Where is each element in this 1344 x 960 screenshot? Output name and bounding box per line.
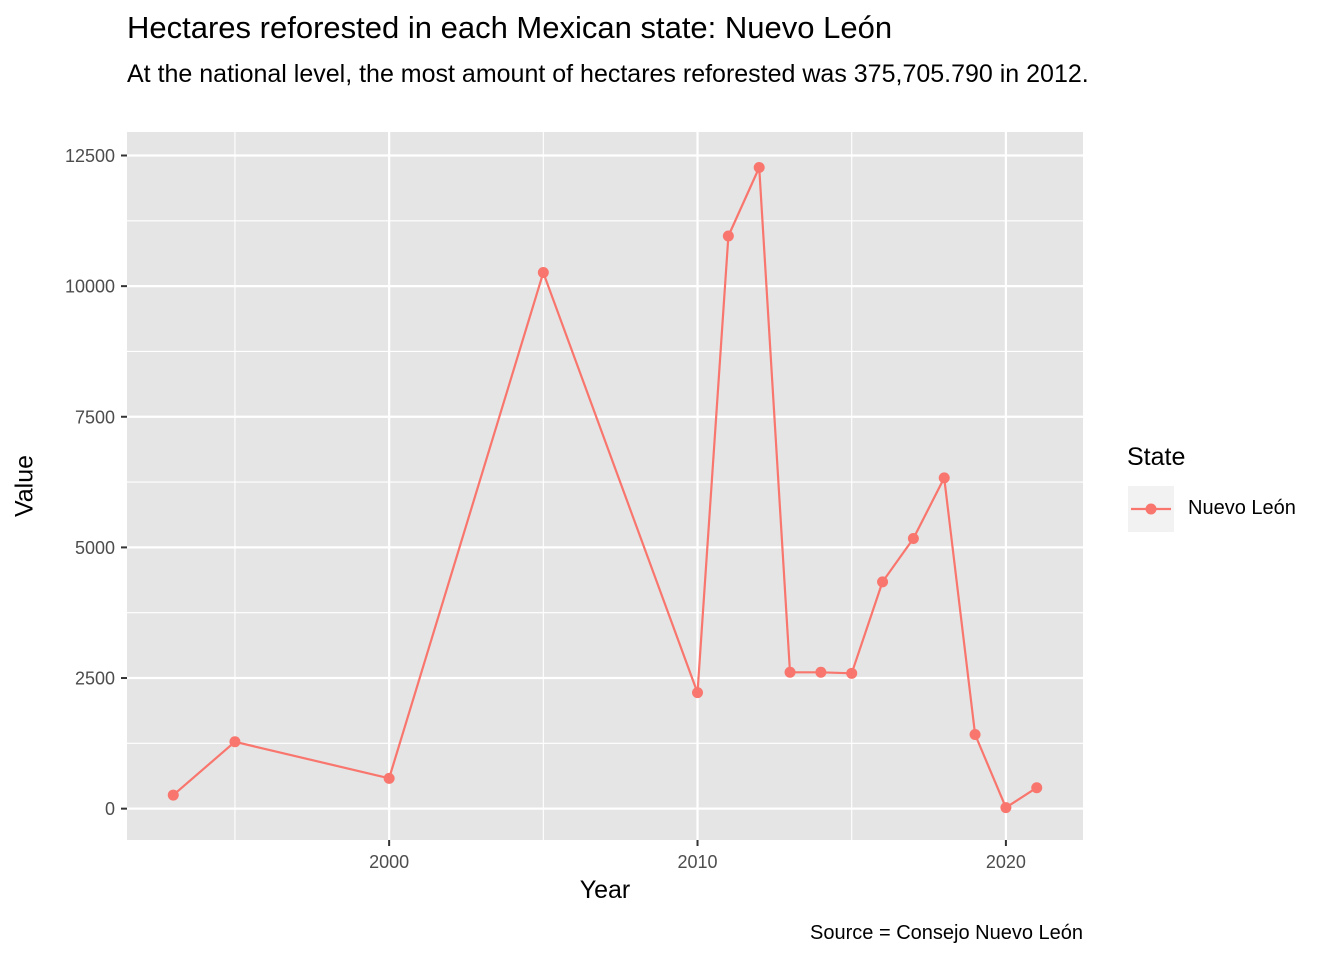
legend-key	[1128, 486, 1174, 532]
chart-subtitle: At the national level, the most amount o…	[127, 60, 1089, 88]
data-point	[969, 728, 981, 740]
series-line	[172, 166, 1038, 809]
data-point	[846, 667, 858, 679]
y-axis-title: Value	[10, 454, 39, 518]
data-point	[877, 576, 889, 588]
minor-gridlines	[127, 132, 1083, 840]
y-tick-label: 10000	[65, 277, 115, 297]
data-point	[383, 772, 395, 784]
data-point	[692, 687, 704, 699]
data-point	[938, 472, 950, 484]
y-tick-label: 2500	[75, 669, 115, 689]
data-point	[784, 666, 796, 678]
y-tick-label: 7500	[75, 407, 115, 427]
data-point	[167, 789, 179, 801]
major-gridlines	[127, 132, 1083, 840]
y-tick-label: 5000	[75, 538, 115, 558]
chart-title: Hectares reforested in each Mexican stat…	[127, 10, 893, 45]
y-tick-label: 0	[105, 799, 115, 819]
plot-panel	[127, 132, 1083, 840]
data-point	[1031, 782, 1043, 794]
legend-title: State	[1127, 443, 1186, 471]
x-tick-label: 2000	[369, 852, 409, 872]
series-layer	[167, 162, 1043, 814]
data-point	[722, 230, 734, 242]
x-tick-label: 2010	[677, 852, 717, 872]
data-point	[753, 162, 765, 174]
data-point	[815, 666, 827, 678]
y-axis-tick-labels: 0 2500 5000 7500 10000 12500	[65, 146, 115, 819]
data-point	[907, 533, 919, 545]
data-point	[537, 267, 549, 279]
legend-point-swatch	[1145, 503, 1157, 515]
data-point	[1000, 802, 1012, 814]
legend-label: Nuevo León	[1188, 497, 1296, 519]
x-axis-tick-labels: 2000 2010 2020	[369, 852, 1026, 872]
chart-caption: Source = Consejo Nuevo León	[810, 922, 1083, 944]
x-tick-label: 2020	[986, 852, 1026, 872]
data-point	[229, 736, 241, 748]
x-axis-title: Year	[579, 876, 631, 904]
y-tick-label: 12500	[65, 146, 115, 166]
axis-ticks	[121, 154, 1007, 846]
